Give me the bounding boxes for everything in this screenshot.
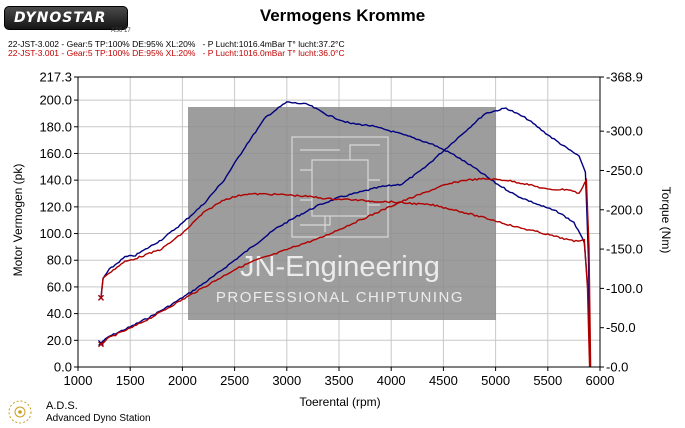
y2-axis-label: Torque (Nm) (659, 187, 673, 254)
y-tick-label: 160.0 (39, 146, 72, 161)
y2-tick-label: -200.0 (606, 202, 643, 217)
series-lines (98, 101, 592, 368)
x-tick-label: 3500 (325, 373, 354, 388)
y-tick-label: 40.0 (47, 306, 72, 321)
watermark: JN-Engineering PROFESSIONAL CHIPTUNING (188, 107, 496, 320)
chip-icon (291, 136, 389, 238)
x-tick-label: 4500 (429, 373, 458, 388)
ads-label: A.D.S. (46, 400, 78, 412)
logo-subtext: AS6 17 (111, 28, 131, 34)
x-tick-label: 5000 (481, 373, 510, 388)
axes: 1000 1500 2000 2500 3000 3500 4000 4500 5000 5500… (39, 70, 642, 389)
series-line-22-JST-3.001-right (100, 192, 591, 368)
x-tick-label: 5500 (533, 373, 562, 388)
y-tick-label: 100.0 (39, 226, 72, 241)
dynostar-logo: DYNOSTAR (4, 6, 128, 30)
y-tick-label: 180.0 (39, 119, 72, 134)
y-tick-label: 60.0 (47, 279, 72, 294)
series-line-22-JST-3.002-right (100, 101, 591, 368)
y-tick-label: 140.0 (39, 173, 72, 188)
x-tick-label: 1000 (64, 373, 93, 388)
y2-tick-label: -150.0 (606, 242, 643, 257)
y-tick-label: 20.0 (47, 333, 72, 348)
run-info-blue: 22-JST-3.002 - Gear:5 TP:100% DE:95% XL:… (8, 39, 345, 49)
ads-logo-icon (8, 400, 32, 424)
series-line-22-JST-3.001-left (100, 177, 592, 368)
x-tick-label: 4000 (377, 373, 406, 388)
x-axis-label: Toerental (rpm) (299, 395, 380, 409)
y-tick-label: 0.0 (54, 360, 72, 375)
series-line-22-JST-3.002-left (100, 107, 591, 368)
plot-frame (77, 76, 601, 368)
ads-full-label: Advanced Dyno Station (46, 413, 151, 424)
y-tick-label: 217.3 (39, 70, 72, 85)
y-axis-label: Motor Vermogen (pk) (11, 164, 25, 277)
run-info-red: 22-JST-3.001 - Gear:5 TP:100% DE:95% XL:… (8, 48, 345, 58)
x-tick-label: 2500 (220, 373, 249, 388)
watermark-text: JN-Engineering (240, 251, 440, 283)
y-tick-label: 120.0 (39, 199, 72, 214)
watermark-box (188, 107, 496, 320)
series-start-marker (98, 294, 104, 301)
y2-tick-label: -250.0 (606, 163, 643, 178)
y2-tick-label: -368.9 (606, 70, 643, 85)
x-tick-label: 2000 (168, 373, 197, 388)
y-tick-label: 200.0 (39, 93, 72, 108)
logo-text: DYNOSTAR (14, 10, 107, 26)
y2-tick-label: -100.0 (606, 281, 643, 296)
y2-tick-label: -50.0 (606, 320, 636, 335)
series-start-marker (98, 341, 104, 348)
x-tick-label: 1500 (116, 373, 145, 388)
y2-tick-label: -0.0 (606, 360, 628, 375)
series-start-marker (98, 340, 104, 346)
y2-tick-label: -300.0 (606, 124, 643, 139)
x-tick-label: 6000 (586, 373, 615, 388)
chart-title: Vermogens Kromme (259, 6, 426, 25)
watermark-subtext: PROFESSIONAL CHIPTUNING (216, 289, 464, 306)
x-tick-label: 3000 (272, 373, 301, 388)
y-tick-label: 80.0 (47, 253, 72, 268)
